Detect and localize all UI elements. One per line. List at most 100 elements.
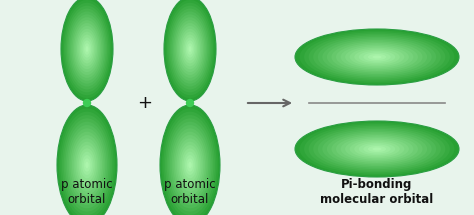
Ellipse shape [81, 37, 93, 61]
Ellipse shape [300, 123, 455, 175]
Ellipse shape [187, 158, 193, 172]
Ellipse shape [170, 9, 210, 89]
Ellipse shape [82, 155, 92, 175]
Ellipse shape [177, 138, 203, 192]
Text: Pi-bonding
molecular orbital: Pi-bonding molecular orbital [320, 178, 434, 206]
Ellipse shape [75, 26, 99, 72]
Ellipse shape [178, 26, 201, 72]
Ellipse shape [173, 14, 207, 84]
Ellipse shape [182, 148, 198, 182]
Ellipse shape [67, 125, 107, 205]
Ellipse shape [368, 146, 386, 152]
Ellipse shape [167, 3, 213, 95]
Ellipse shape [364, 52, 391, 62]
Ellipse shape [65, 122, 109, 208]
Ellipse shape [78, 32, 96, 66]
Ellipse shape [70, 14, 104, 84]
Ellipse shape [345, 46, 409, 68]
Ellipse shape [171, 11, 209, 87]
Ellipse shape [304, 124, 450, 174]
Ellipse shape [309, 34, 446, 80]
Ellipse shape [183, 152, 197, 178]
Ellipse shape [77, 29, 97, 69]
Ellipse shape [61, 0, 113, 101]
Ellipse shape [73, 20, 101, 78]
Ellipse shape [67, 9, 107, 89]
Ellipse shape [60, 112, 114, 215]
Ellipse shape [85, 162, 89, 168]
Text: p atomic
orbital: p atomic orbital [164, 178, 216, 206]
Ellipse shape [373, 55, 382, 58]
Ellipse shape [327, 132, 427, 166]
Ellipse shape [309, 126, 446, 172]
Ellipse shape [80, 35, 94, 63]
Ellipse shape [180, 29, 200, 69]
Ellipse shape [64, 3, 110, 95]
Ellipse shape [172, 128, 209, 202]
Ellipse shape [84, 158, 91, 172]
Ellipse shape [354, 49, 400, 65]
Ellipse shape [164, 112, 217, 215]
Ellipse shape [185, 155, 195, 175]
Ellipse shape [175, 135, 205, 195]
Ellipse shape [62, 115, 112, 215]
Ellipse shape [64, 118, 110, 212]
Ellipse shape [75, 142, 99, 188]
Ellipse shape [295, 29, 459, 85]
Ellipse shape [178, 142, 201, 188]
Ellipse shape [313, 127, 441, 171]
Ellipse shape [74, 23, 100, 75]
Ellipse shape [69, 128, 105, 202]
Ellipse shape [79, 148, 95, 182]
Ellipse shape [350, 48, 404, 66]
Ellipse shape [340, 45, 413, 69]
Ellipse shape [359, 51, 395, 63]
Circle shape [83, 100, 91, 106]
Ellipse shape [82, 40, 91, 58]
Ellipse shape [84, 43, 90, 55]
Ellipse shape [77, 145, 97, 185]
Ellipse shape [189, 46, 191, 52]
Ellipse shape [336, 43, 418, 71]
Ellipse shape [164, 0, 216, 101]
Ellipse shape [322, 38, 432, 76]
Ellipse shape [160, 105, 220, 215]
Ellipse shape [186, 40, 194, 58]
Text: p atomic
orbital: p atomic orbital [61, 178, 113, 206]
Ellipse shape [327, 40, 427, 74]
Ellipse shape [168, 6, 212, 92]
Ellipse shape [313, 35, 441, 79]
Ellipse shape [373, 147, 382, 150]
Ellipse shape [188, 162, 191, 168]
Ellipse shape [364, 144, 391, 154]
Ellipse shape [170, 125, 210, 205]
Ellipse shape [85, 46, 89, 52]
Ellipse shape [187, 43, 193, 55]
Ellipse shape [336, 135, 418, 163]
Ellipse shape [65, 6, 109, 92]
Ellipse shape [73, 138, 100, 192]
Ellipse shape [173, 132, 207, 198]
Ellipse shape [318, 37, 436, 77]
Ellipse shape [59, 108, 115, 215]
Ellipse shape [368, 54, 386, 60]
Ellipse shape [300, 31, 455, 83]
Ellipse shape [72, 135, 102, 195]
Ellipse shape [331, 41, 422, 72]
Ellipse shape [177, 23, 203, 75]
Ellipse shape [182, 32, 199, 66]
Ellipse shape [63, 0, 111, 98]
Ellipse shape [354, 141, 400, 157]
Ellipse shape [180, 145, 200, 185]
Ellipse shape [162, 108, 219, 215]
Ellipse shape [304, 32, 450, 82]
Text: +: + [137, 94, 153, 112]
Ellipse shape [167, 118, 213, 212]
Ellipse shape [71, 17, 103, 81]
Ellipse shape [322, 130, 432, 168]
Ellipse shape [174, 17, 206, 81]
Ellipse shape [165, 0, 215, 98]
Ellipse shape [340, 137, 413, 161]
Ellipse shape [57, 105, 117, 215]
Ellipse shape [70, 132, 104, 198]
